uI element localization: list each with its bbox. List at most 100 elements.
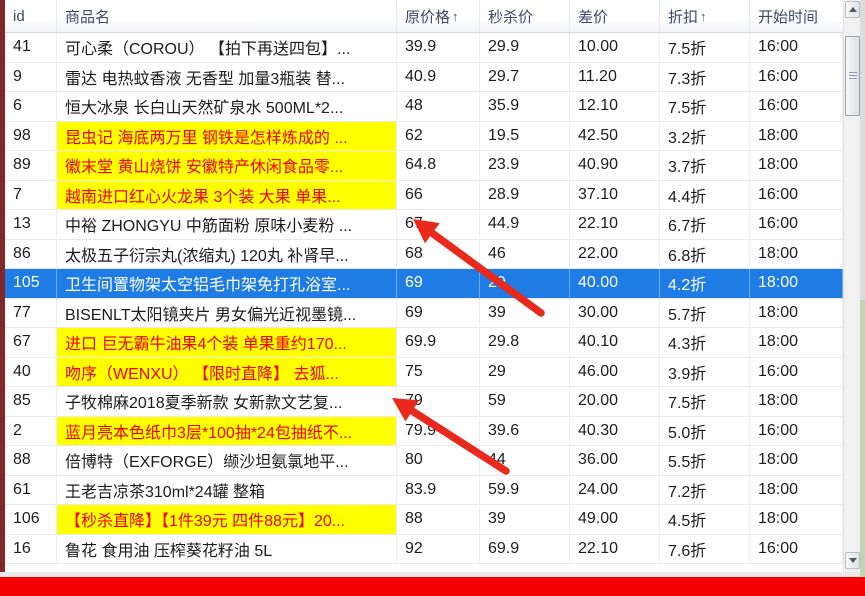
cell-name: 子牧棉麻2018夏季新款 女新款文艺复...	[57, 387, 397, 417]
cell-name: 卫生间置物架太空铝毛巾架免打孔浴室...	[57, 269, 397, 299]
cell-orig: 69	[397, 269, 480, 299]
cell-discount: 7.5折	[660, 33, 750, 63]
table-row[interactable]: 85 子牧棉麻2018夏季新款 女新款文艺复... 79 59 20.00 7.5折 18:…	[5, 387, 843, 417]
cell-start: 18:00	[750, 298, 843, 328]
cell-diff: 40.30	[570, 416, 660, 446]
table-row[interactable]: 89 徽末堂 黄山烧饼 安徽特产休闲食品零... 64.8 23.9 40.90 3.7折…	[5, 151, 843, 181]
cell-start: 16:00	[750, 357, 843, 387]
column-header-price-diff[interactable]: 差价	[570, 0, 660, 32]
table-row[interactable]: 9 雷达 电热蚊香液 无香型 加量3瓶装 替... 40.9 29.7 11.20 7.3…	[5, 62, 843, 92]
cell-id: 41	[5, 33, 57, 63]
table-row[interactable]: 88 倍博特（EXFORGE）缬沙坦氨氯地平... 80 44 36.00 5.5折 18:…	[5, 446, 843, 476]
table-row[interactable]: 40 吻序（WENXU） 【限时直降】 去狐... 75 29 46.00 3.9折 16:…	[5, 357, 843, 387]
cell-discount: 7.6折	[660, 534, 750, 564]
scrollbar-thumb[interactable]	[845, 36, 860, 116]
window-right-border-green	[860, 300, 865, 577]
cell-diff: 37.10	[570, 180, 660, 210]
table-row[interactable]: 16 鲁花 食用油 压榨葵花籽油 5L 92 69.9 22.10 7.6折 16:00	[5, 534, 843, 564]
column-header-discount[interactable]: 折扣 ↑	[660, 0, 750, 32]
cell-orig: 68	[397, 239, 480, 269]
cell-id: 40	[5, 357, 57, 387]
sort-ascending-icon: ↑	[700, 8, 707, 24]
column-header-id[interactable]: id	[5, 0, 57, 32]
cell-name: 可心柔（COROU） 【拍下再送四包】...	[57, 33, 397, 63]
table-row[interactable]: 86 太极五子衍宗丸(浓缩丸) 120丸 补肾早... 68 46 22.00 6.8折 1…	[5, 239, 843, 269]
scroll-up-button[interactable]	[845, 1, 860, 18]
cell-name: 太极五子衍宗丸(浓缩丸) 120丸 补肾早...	[57, 239, 397, 269]
cell-name: 昆虫记 海底两万里 钢铁是怎样炼成的 ...	[57, 121, 397, 151]
cell-orig: 69	[397, 298, 480, 328]
cell-start: 16:00	[750, 62, 843, 92]
cell-seckill: 39	[480, 505, 570, 535]
table-row[interactable]: 77 BISENLT太阳镜夹片 男女偏光近视墨镜... 69 39 30.00 5.7折 1…	[5, 298, 843, 328]
table-bottom-gap	[0, 572, 860, 577]
table-row[interactable]: 13 中裕 ZHONGYU 中筋面粉 原味小麦粉 ... 67 44.9 22.10 6.…	[5, 210, 843, 240]
table-row[interactable]: 2 蓝月亮本色纸巾3层*100抽*24包抽纸不... 79.9 39.6 40.30 5.…	[5, 416, 843, 446]
cell-orig: 40.9	[397, 62, 480, 92]
cell-diff: 40.90	[570, 151, 660, 181]
cell-seckill: 28.9	[480, 180, 570, 210]
table-row[interactable]: 41 可心柔（COROU） 【拍下再送四包】... 39.9 29.9 10.00 7.5…	[5, 33, 843, 63]
cell-discount: 4.2折	[660, 269, 750, 299]
cell-discount: 5.7折	[660, 298, 750, 328]
cell-diff: 46.00	[570, 357, 660, 387]
cell-start: 18:00	[750, 387, 843, 417]
column-header-label: 秒杀价	[488, 8, 534, 26]
cell-name: 雷达 电热蚊香液 无香型 加量3瓶装 替...	[57, 62, 397, 92]
cell-id: 6	[5, 92, 57, 122]
cell-discount: 7.5折	[660, 387, 750, 417]
table-row[interactable]: 61 王老吉凉茶310ml*24罐 整箱 83.9 59.9 24.00 7.2折 18:0…	[5, 475, 843, 505]
cell-name: 倍博特（EXFORGE）缬沙坦氨氯地平...	[57, 446, 397, 476]
cell-name: 徽末堂 黄山烧饼 安徽特产休闲食品零...	[57, 151, 397, 181]
cell-id: 89	[5, 151, 57, 181]
column-header-start-time[interactable]: 开始时间	[750, 0, 843, 32]
cell-discount: 3.7折	[660, 151, 750, 181]
cell-seckill: 44.9	[480, 210, 570, 240]
table-row[interactable]: 98 昆虫记 海底两万里 钢铁是怎样炼成的 ... 62 19.5 42.50 3.2折 1…	[5, 121, 843, 151]
scroll-down-button[interactable]	[845, 552, 860, 569]
cell-id: 86	[5, 239, 57, 269]
column-header-original-price[interactable]: 原价格 ↑	[397, 0, 480, 32]
cell-diff: 24.00	[570, 475, 660, 505]
cell-id: 9	[5, 62, 57, 92]
column-header-label: 折扣	[668, 8, 699, 26]
cell-discount: 7.3折	[660, 62, 750, 92]
cell-name: 王老吉凉茶310ml*24罐 整箱	[57, 475, 397, 505]
cell-id: 67	[5, 328, 57, 358]
cell-orig: 79	[397, 387, 480, 417]
triangle-down-icon	[848, 558, 857, 563]
cell-diff: 10.00	[570, 33, 660, 63]
cell-id: 106	[5, 505, 57, 535]
cell-id: 105	[5, 269, 57, 299]
cell-seckill: 69.9	[480, 534, 570, 564]
cell-seckill: 29	[480, 357, 570, 387]
cell-start: 18:00	[750, 239, 843, 269]
cell-name: 【秒杀直降】【1件39元 四件88元】20...	[57, 505, 397, 535]
cell-seckill: 39.6	[480, 416, 570, 446]
cell-orig: 75	[397, 357, 480, 387]
cell-discount: 4.3折	[660, 328, 750, 358]
cell-id: 77	[5, 298, 57, 328]
column-header-label: 原价格	[405, 8, 451, 26]
table-row[interactable]: 106 【秒杀直降】【1件39元 四件88元】20... 88 39 49.00 4.5折…	[5, 505, 843, 535]
product-table: id 商品名 原价格 ↑ 秒杀价 差价 折扣 ↑ 开始时间 41 可心柔（CORO…	[5, 0, 843, 572]
table-row[interactable]: 6 恒大冰泉 长白山天然矿泉水 500ML*2... 48 35.9 12.10 7.5折…	[5, 92, 843, 122]
cell-id: 98	[5, 121, 57, 151]
cell-start: 16:00	[750, 210, 843, 240]
cell-seckill: 29	[480, 269, 570, 299]
table-row[interactable]: 67 进口 巨无霸牛油果4个装 单果重约170... 69.9 29.8 40.10 4.…	[5, 328, 843, 358]
cell-seckill: 19.5	[480, 121, 570, 151]
cell-diff: 20.00	[570, 387, 660, 417]
cell-seckill: 29.8	[480, 328, 570, 358]
cell-seckill: 29.9	[480, 33, 570, 63]
table-row[interactable]: 105 卫生间置物架太空铝毛巾架免打孔浴室... 69 29 40.00 4.2折 18:0…	[5, 269, 843, 299]
column-header-seckill-price[interactable]: 秒杀价	[480, 0, 570, 32]
column-header-name[interactable]: 商品名	[57, 0, 397, 32]
cell-orig: 83.9	[397, 475, 480, 505]
cell-diff: 40.00	[570, 269, 660, 299]
cell-seckill: 44	[480, 446, 570, 476]
vertical-scrollbar[interactable]	[843, 0, 861, 572]
cell-start: 16:00	[750, 534, 843, 564]
table-row[interactable]: 7 越南进口红心火龙果 3个装 大果 单果... 66 28.9 37.10 4.4折 16…	[5, 180, 843, 210]
cell-start: 16:00	[750, 33, 843, 63]
